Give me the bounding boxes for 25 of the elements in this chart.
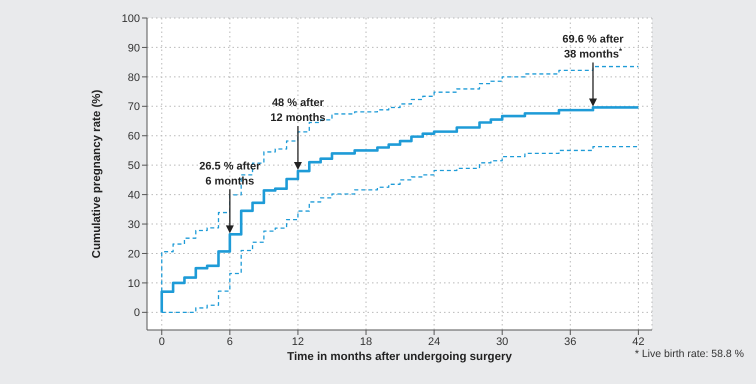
annotation: 48 % after 12 months [270,97,326,124]
x-tick-label: 12 [292,336,304,348]
y-tick-label: 80 [128,72,140,84]
y-tick-label: 70 [128,101,140,114]
x-tick-label: 0 [158,336,165,348]
x-tick-label: 42 [632,336,645,348]
y-tick-label: 90 [128,42,140,54]
x-tick-label: 36 [564,336,576,348]
x-tick-label: 18 [360,336,372,348]
y-tick-label: 10 [128,278,140,290]
y-axis-title: Cumulative pregnancy rate (%) [91,89,104,258]
y-tick-label: 20 [128,248,140,260]
y-tick-label: 30 [128,218,140,231]
y-tick-label: 60 [128,130,140,143]
y-tick-label: 0 [134,307,140,320]
x-tick-label: 24 [428,336,440,348]
y-tick-label: 40 [128,190,140,202]
y-tick-label: 100 [122,12,140,25]
x-tick-label: 30 [496,336,508,348]
text: * Live birth rate: 58.8 % [634,348,744,360]
annotation: 69.6 % after 38 months$^{*}$ [562,33,624,60]
x-tick-label: 6 [226,336,233,348]
annotation: 26.5 % after 6 months [199,160,262,188]
y-tick-label: 50 [128,160,140,172]
x-axis-title: Time in months after undergoing surgery [287,351,512,364]
